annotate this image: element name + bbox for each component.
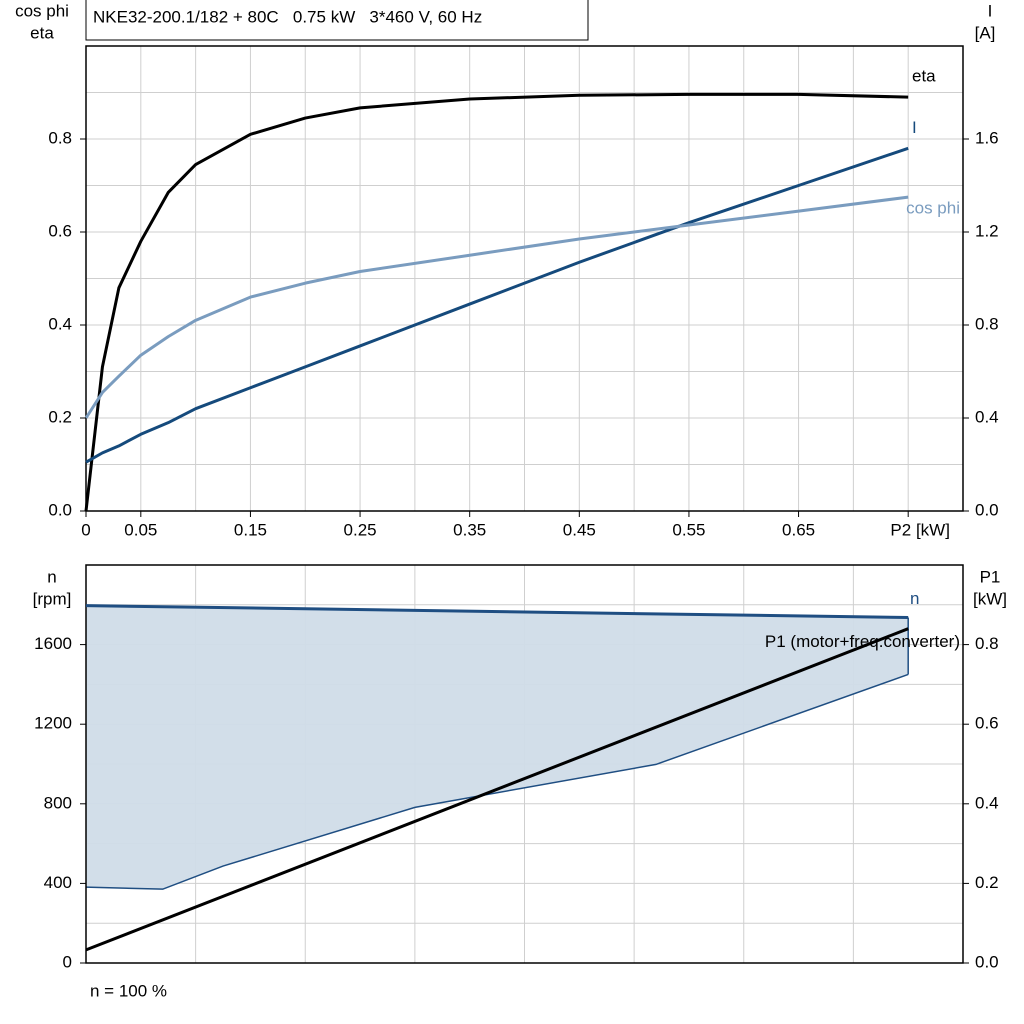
y2-tick-label: 0.2 xyxy=(975,873,999,892)
y-axis-label: n xyxy=(47,567,56,586)
y2-tick-label: 0.0 xyxy=(975,500,999,519)
plot-frame xyxy=(85,45,964,512)
x-tick-label: 0.65 xyxy=(782,520,815,539)
x-tick-label: 0.45 xyxy=(563,520,596,539)
title-box xyxy=(85,0,589,41)
series-line xyxy=(85,146,909,464)
y-tick-label: 1600 xyxy=(34,634,72,653)
y2-tick-label: 0.8 xyxy=(975,634,999,653)
y2-tick-label: 1.2 xyxy=(975,221,999,240)
x-tick-label: 0.15 xyxy=(234,520,267,539)
y-tick-label: 400 xyxy=(44,873,72,892)
y-axis-label: [rpm] xyxy=(33,589,72,608)
x-tick-label: 0.35 xyxy=(453,520,486,539)
series-label: P1 (motor+freq.converter) xyxy=(765,632,960,651)
y2-axis-label: P1 xyxy=(980,567,1001,586)
y2-axis-label: [kW] xyxy=(973,589,1007,608)
y-axis-label: cos phi xyxy=(15,1,69,20)
series-label: cos phi xyxy=(906,199,960,218)
x-tick-label: 0.55 xyxy=(672,520,705,539)
band-lower-edge xyxy=(85,673,909,890)
range-band xyxy=(86,605,909,890)
y-tick-label: 800 xyxy=(44,793,72,812)
x-tick-label: 0.25 xyxy=(344,520,377,539)
y2-axis-label: I xyxy=(988,1,993,20)
y-tick-label: 0.4 xyxy=(48,314,72,333)
y-tick-label: 0.2 xyxy=(48,407,72,426)
y2-tick-label: 0.4 xyxy=(975,793,999,812)
series-line xyxy=(84,92,909,512)
y-tick-label: 0.0 xyxy=(48,500,72,519)
y-tick-label: 0.6 xyxy=(48,221,72,240)
series-line xyxy=(85,627,909,952)
series-label: eta xyxy=(912,67,936,86)
y2-tick-label: 0.0 xyxy=(975,952,999,971)
x-tick-label: 0.05 xyxy=(124,520,157,539)
series-label: n xyxy=(910,589,919,608)
y2-tick-label: 0.4 xyxy=(975,407,999,426)
plot-frame xyxy=(85,564,964,964)
x-tick-label: P2 [kW] xyxy=(890,520,950,539)
y2-tick-label: 1.6 xyxy=(975,128,999,147)
y-tick-label: 1200 xyxy=(34,714,72,733)
x-tick-label: 0 xyxy=(81,520,90,539)
series-label: I xyxy=(912,118,917,137)
series-line xyxy=(84,195,909,419)
y2-tick-label: 0.6 xyxy=(975,714,999,733)
y2-tick-label: 0.8 xyxy=(975,314,999,333)
annotation: n = 100 % xyxy=(90,981,167,1000)
series-line xyxy=(85,604,909,620)
y-tick-label: 0.8 xyxy=(48,128,72,147)
chart-title: NKE32-200.1/182 + 80C 0.75 kW 3*460 V, 6… xyxy=(93,7,482,26)
y-axis-label: eta xyxy=(30,23,54,42)
y-tick-label: 0 xyxy=(63,952,72,971)
y2-axis-label: [A] xyxy=(975,23,996,42)
